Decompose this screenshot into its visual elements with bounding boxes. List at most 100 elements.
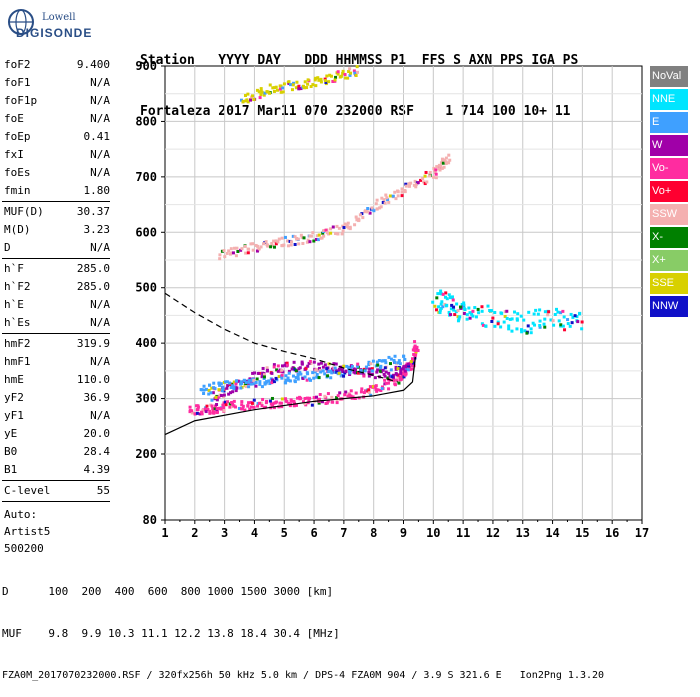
trace-point — [353, 223, 357, 227]
trace-point — [270, 381, 274, 385]
param-value: N/A — [90, 148, 110, 161]
x-tick-label: 12 — [486, 526, 500, 540]
trace-point — [249, 382, 253, 386]
param-name: h`E — [4, 298, 24, 311]
trace-point — [332, 362, 336, 366]
trace-point — [505, 316, 509, 320]
trace-point — [259, 401, 263, 405]
trace-point — [299, 372, 303, 376]
trace-point — [287, 369, 291, 373]
trace-point — [282, 82, 286, 86]
trace-point — [317, 397, 321, 401]
trace-point — [315, 375, 319, 379]
trace-point — [353, 371, 357, 375]
trace-point — [294, 86, 298, 90]
trace-point — [323, 363, 327, 367]
trace-point — [334, 362, 338, 366]
trace-point — [248, 407, 252, 411]
trace-point — [281, 90, 285, 94]
trace-point — [413, 354, 417, 358]
trace-point — [292, 360, 296, 364]
trace-point — [507, 324, 511, 328]
trace-point — [190, 409, 194, 413]
trace-point — [575, 315, 579, 319]
trace-point — [339, 74, 343, 78]
trace-point — [287, 82, 291, 86]
trace-point — [249, 98, 253, 102]
trace-point — [324, 401, 328, 405]
trace-point — [384, 361, 388, 365]
trace-point — [396, 367, 400, 371]
trace-point — [273, 380, 277, 384]
trace-point — [346, 221, 350, 225]
trace-point — [349, 71, 353, 75]
header-values: Fortaleza 2017 Mar11 070 232000 RSF 1 71… — [140, 104, 571, 119]
trace-point — [280, 364, 284, 368]
y-tick-label: 200 — [135, 447, 157, 461]
trace-point — [428, 170, 432, 174]
trace-point — [239, 386, 243, 390]
param-value: 285.0 — [76, 262, 110, 275]
trace-point — [298, 366, 302, 370]
trace-point — [533, 323, 537, 327]
trace-point — [414, 352, 418, 356]
trace-point — [559, 323, 563, 327]
param-row: yF1 N/A — [2, 407, 110, 425]
trace-point — [480, 305, 484, 309]
trace-point — [321, 231, 325, 235]
trace-point — [290, 367, 294, 371]
trace-point — [340, 232, 344, 236]
trace-point — [546, 313, 550, 317]
trace-point — [247, 401, 251, 405]
trace-point — [538, 324, 542, 328]
trace-point — [436, 292, 440, 296]
trace-point — [439, 164, 443, 168]
trace-point — [287, 378, 291, 382]
trace-point — [278, 84, 282, 88]
trace-point — [352, 69, 356, 73]
trace-point — [333, 370, 337, 374]
trace-point — [370, 367, 374, 371]
trace-point — [442, 165, 446, 169]
trace-point — [343, 73, 347, 77]
autoscaling-info: Auto: Artist5 500200 — [2, 506, 110, 557]
trace-point — [354, 391, 358, 395]
trace-point — [413, 179, 417, 183]
trace-point — [253, 371, 257, 375]
trace-point — [410, 367, 414, 371]
param-value: 319.9 — [76, 337, 110, 350]
trace-point — [434, 308, 438, 312]
trace-point — [384, 381, 388, 385]
trace-point — [215, 398, 219, 402]
trace-point — [423, 182, 427, 186]
trace-point — [496, 320, 500, 324]
trace-point — [363, 389, 367, 393]
trace-point — [452, 308, 456, 312]
trace-point — [270, 241, 274, 245]
trace-point — [358, 213, 362, 217]
trace-point — [222, 393, 226, 397]
param-name: fxI — [4, 148, 24, 161]
trace-point — [284, 397, 288, 401]
panel-divider — [2, 333, 110, 334]
trace-point — [375, 198, 379, 202]
trace-point — [353, 369, 357, 373]
trace-point — [195, 404, 199, 408]
trace-point — [408, 362, 412, 366]
trace-point — [526, 324, 530, 328]
trace-point — [319, 78, 323, 82]
trace-point — [379, 364, 383, 368]
trace-point — [354, 368, 358, 372]
y-tick-label: 80 — [143, 513, 157, 527]
trace-point — [335, 401, 339, 405]
trace-point — [390, 375, 394, 379]
trace-point — [241, 404, 245, 408]
trace-point — [366, 207, 370, 211]
trace-point — [371, 385, 375, 389]
trace-point — [246, 92, 250, 96]
trace-point — [257, 247, 261, 251]
trace-point — [447, 293, 451, 297]
trace-point — [251, 371, 255, 375]
trace-point — [256, 371, 260, 375]
trace-point — [307, 361, 311, 365]
